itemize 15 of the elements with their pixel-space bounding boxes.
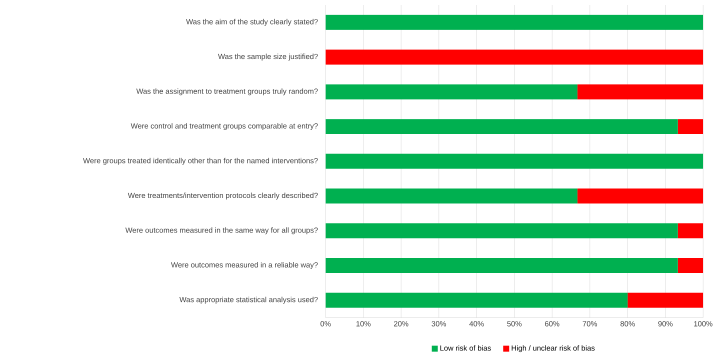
bar <box>326 119 678 134</box>
bar <box>678 119 704 134</box>
bar <box>577 188 704 204</box>
bar <box>326 154 704 170</box>
bar <box>326 188 578 204</box>
bar <box>678 258 704 274</box>
bar <box>678 223 704 238</box>
bar <box>326 84 578 100</box>
bar <box>326 50 704 65</box>
bar <box>326 15 704 30</box>
bar <box>577 84 704 100</box>
bar <box>326 258 678 274</box>
bar <box>628 292 704 308</box>
bar <box>326 223 678 238</box>
bar <box>326 292 628 308</box>
